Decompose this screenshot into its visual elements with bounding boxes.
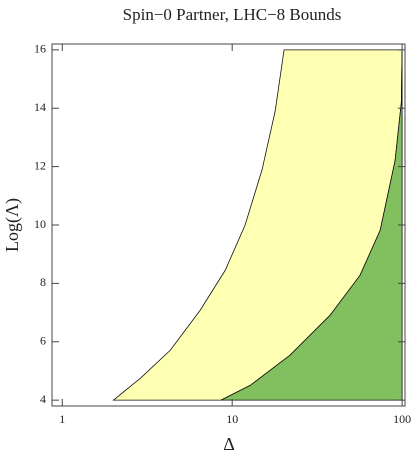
y-tick-label: 10 [34, 217, 46, 231]
x-tick-label: 1 [59, 412, 65, 426]
y-tick-label: 6 [40, 334, 46, 348]
y-tick-label: 14 [34, 100, 46, 114]
y-axis-label: Log(Λ) [2, 198, 23, 252]
x-tick-label: 100 [393, 412, 411, 426]
y-tick-label: 16 [34, 42, 46, 56]
chart-title: Spin−0 Partner, LHC−8 Bounds [123, 5, 342, 24]
y-tick-label: 4 [40, 392, 46, 406]
x-axis-label: Δ [223, 434, 235, 454]
y-tick-label: 8 [40, 275, 46, 289]
y-tick-label: 12 [34, 158, 46, 172]
x-tick-label: 10 [226, 412, 238, 426]
